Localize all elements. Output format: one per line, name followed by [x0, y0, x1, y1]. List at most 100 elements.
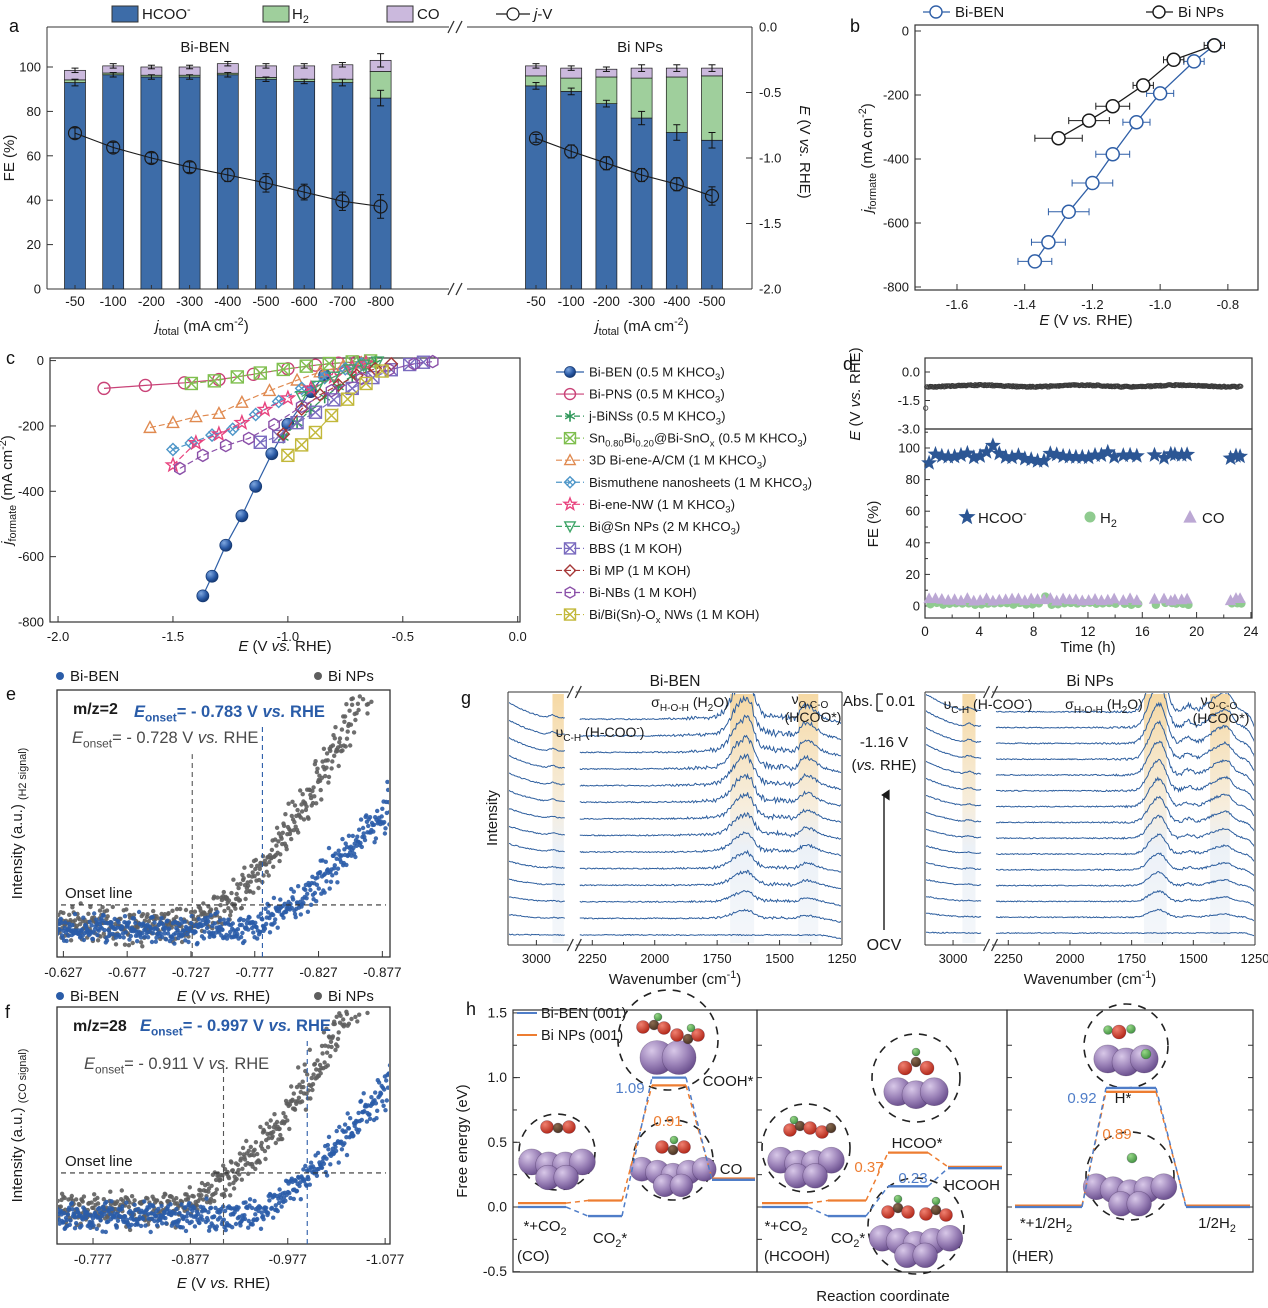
panel-letter-c: c [6, 348, 15, 368]
text-label: 60 [27, 148, 41, 163]
bar-hcoo [595, 103, 618, 290]
bar-hcoo [102, 74, 125, 290]
series-potential [923, 381, 1244, 411]
molecule-inset [518, 1113, 596, 1191]
stage-label: *+CO2 [523, 1218, 566, 1238]
text-label: -600 [883, 216, 909, 231]
series-Bi-BEN [1017, 38, 1222, 269]
text-label: jformate (mA cm-2) [857, 103, 879, 215]
data-point [1081, 113, 1097, 128]
text-label: 4 [976, 624, 984, 639]
legend-label: Bi MP (1 M KOH) [589, 563, 691, 578]
bar-hcoo [140, 76, 163, 290]
text-label: H2 [1100, 510, 1117, 530]
mz-label: m/z=28 [73, 1018, 127, 1035]
text-label: HCOO- [978, 508, 1027, 527]
text-label: 1.0 [488, 1069, 508, 1085]
highlight-band [962, 694, 976, 943]
jv-point [106, 140, 121, 155]
panel-letter-g: g [461, 688, 472, 708]
figure-legend: HCOO- H2 CO j-V [111, 4, 552, 26]
text-label: -50 [526, 294, 546, 309]
onset-text-grey: Eonset= - 0.728 V vs. RHE [72, 729, 258, 751]
text-label: -1.16 V [860, 734, 908, 751]
onset-text-blue: Eonset= - 0.783 V vs. RHE [134, 703, 325, 725]
panel-g-scalebar: Abs. 0.01 -1.16 V (vs. RHE) OCV [843, 693, 917, 954]
text-label: E (V vs. RHE) [177, 1275, 270, 1292]
series-co [923, 592, 1246, 606]
text-label: Reaction coordinate [816, 1288, 949, 1305]
text-label: (HCOO*) [1193, 710, 1250, 726]
text-label: Abs. [843, 693, 873, 710]
text-label: -300 [176, 294, 203, 309]
bar-h2 [595, 76, 618, 104]
text-label: -400 [214, 294, 241, 309]
onset-text-grey: Eonset= - 0.911 V vs. RHE [84, 1055, 269, 1077]
text-label: -1.5 [759, 216, 781, 231]
jv-point [258, 175, 274, 190]
text-label: Intensity [484, 790, 501, 846]
barrier-value: 0.92 [1067, 1090, 1096, 1107]
text-label: -0.827 [299, 965, 337, 980]
panel-a-group-0: Bi-BEN -50 -100 -200 -300 -400 -500 -600 -700 -80… [64, 39, 394, 338]
inset-circle [632, 1119, 714, 1201]
text-label: 80 [906, 472, 920, 487]
panel-e-chart: -0.627 -0.677 -0.727 -0.777 -0.827 -0.877 Onse… [9, 668, 401, 1005]
text-label: -400 [18, 484, 44, 499]
text-label: 1250 [1241, 951, 1268, 966]
axis-label-e: E (V vs. RHE) [796, 105, 813, 198]
text-label: OCV [867, 937, 902, 954]
text-label: Time (h) [1060, 639, 1115, 656]
text-label: -0.727 [172, 965, 210, 980]
legend-swatch [111, 5, 139, 23]
text-label: νO-C-O [1201, 692, 1238, 712]
text-label: 2250 [578, 951, 607, 966]
text-label: 1250 [828, 951, 857, 966]
text-label: -0.627 [44, 965, 82, 980]
text-label: Bi-BEN [955, 4, 1004, 21]
bar-hcoo [369, 97, 392, 290]
legend-label: Bi/Bi(Sn)-Ox NWs (1 M KOH) [589, 607, 759, 626]
panel-f-chart: -0.777 -0.877 -0.977 -1.077 Onset line m/z=28… [9, 988, 404, 1292]
text-label: 1.5 [488, 1004, 508, 1020]
text-label: -500 [252, 294, 279, 309]
text-label: -0.5 [483, 1263, 507, 1279]
stage-label: 1/2H2 [1198, 1215, 1236, 1235]
bar-hcoo [701, 139, 723, 290]
text-label: -0.977 [269, 1252, 307, 1267]
text-label: 1750 [1117, 951, 1146, 966]
highlight-band [798, 694, 819, 943]
panel-a-chart: 0 20 40 60 80 100 0.0 -0.5 -1.0 -1.5 -2.0 FE (%) E (… [1, 20, 813, 339]
panel-a-group-1: Bi NPs -50 -100 -200 -300 -400 -500 jtotal (mA … [525, 39, 726, 338]
jv-point [67, 126, 83, 141]
panel-letter-a: a [9, 16, 20, 36]
text-label: 2000 [1056, 951, 1085, 966]
spectra-curves [509, 693, 841, 940]
bar-hcoo [665, 132, 688, 290]
text-label: -0.877 [363, 965, 401, 980]
text-label: -200 [138, 294, 165, 309]
text-label: E (V vs. RHE) [238, 638, 331, 655]
text-label: Intensity (a.u.) (CO signal) [9, 1049, 29, 1203]
text-label: υC-H (H-COO-) [556, 723, 645, 744]
panel-h-chart: 1.5 1.0 0.5 0.0 -0.5 Free energy (eV) Reaction… [454, 989, 1254, 1305]
panel-c-chart: -2.0 -1.5 -1.0 -0.5 0.0 0 -200 -400 -600 -800 Bi-B… [0, 353, 812, 655]
bar-hcoo [178, 76, 201, 290]
text-label: -600 [18, 549, 44, 564]
group-title: Bi-BEN [180, 39, 229, 56]
text-label: -200 [883, 88, 909, 103]
legend-label: Bi@Sn NPs (2 M KHCO3) [589, 519, 740, 538]
text-label: -200 [18, 418, 44, 433]
panel-tag: (HCOOH) [764, 1248, 830, 1265]
text-label: -500 [698, 294, 725, 309]
legend-label: BBS (1 M KOH) [589, 541, 682, 556]
jv-point [144, 150, 159, 166]
panel-b-legend: Bi-BEN Bi NPs [923, 4, 1224, 21]
text-label: -1.077 [366, 1252, 404, 1267]
text-label: Bi-BEN (001) [541, 1006, 626, 1022]
text-label: Bi NPs (001) [541, 1028, 623, 1044]
group-title: Bi NPs [617, 39, 663, 56]
barrier-value: 0.23 [898, 1170, 927, 1187]
data-point [1186, 54, 1202, 69]
text-label: 20 [1189, 624, 1204, 639]
